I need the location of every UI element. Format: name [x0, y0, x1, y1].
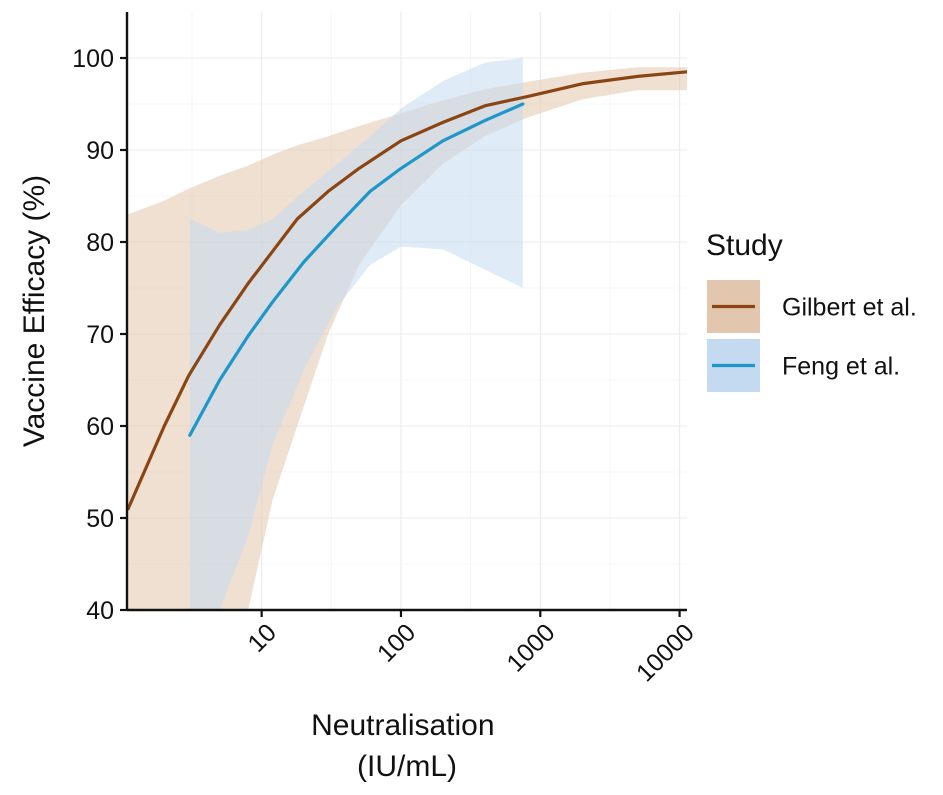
confidence-bands — [128, 58, 687, 610]
confidence-band — [189, 58, 523, 610]
y-axis-title: Vaccine Efficacy (%) — [18, 175, 51, 447]
x-tick-label: 10000 — [631, 618, 700, 687]
legend-items: Gilbert et al. Feng et al. — [707, 280, 917, 392]
x-axis-title: Neutralisation (IU/mL) — [311, 709, 503, 783]
y-tick-label: 60 — [86, 413, 114, 441]
legend: Study Gilbert et al. Feng et al. — [706, 229, 917, 392]
legend-title: Study — [706, 229, 783, 262]
series-line — [188, 102, 525, 437]
y-tick-label: 40 — [86, 597, 114, 625]
y-axis-ticks: 40 50 60 70 80 90 100 — [72, 45, 127, 625]
legend-label: Feng et al. — [782, 353, 900, 381]
legend-label: Gilbert et al. — [782, 294, 917, 322]
x-axis-title-line-2: (IU/mL) — [357, 750, 457, 783]
x-tick-label: 1000 — [501, 618, 560, 677]
x-axis-ticks: 10 100 1000 10000 — [242, 610, 700, 687]
y-tick-label: 50 — [86, 505, 114, 533]
y-tick-label: 100 — [72, 45, 114, 73]
confidence-band — [128, 67, 687, 610]
x-tick-label: 10 — [242, 618, 281, 657]
y-tick-label: 70 — [86, 321, 114, 349]
y-tick-label: 90 — [86, 137, 114, 165]
y-tick-label: 80 — [86, 229, 114, 257]
x-axis-title-line-1: Neutralisation — [311, 709, 494, 742]
x-tick-label: 100 — [372, 618, 421, 667]
series-line — [127, 70, 687, 511]
series-lines — [127, 70, 687, 511]
